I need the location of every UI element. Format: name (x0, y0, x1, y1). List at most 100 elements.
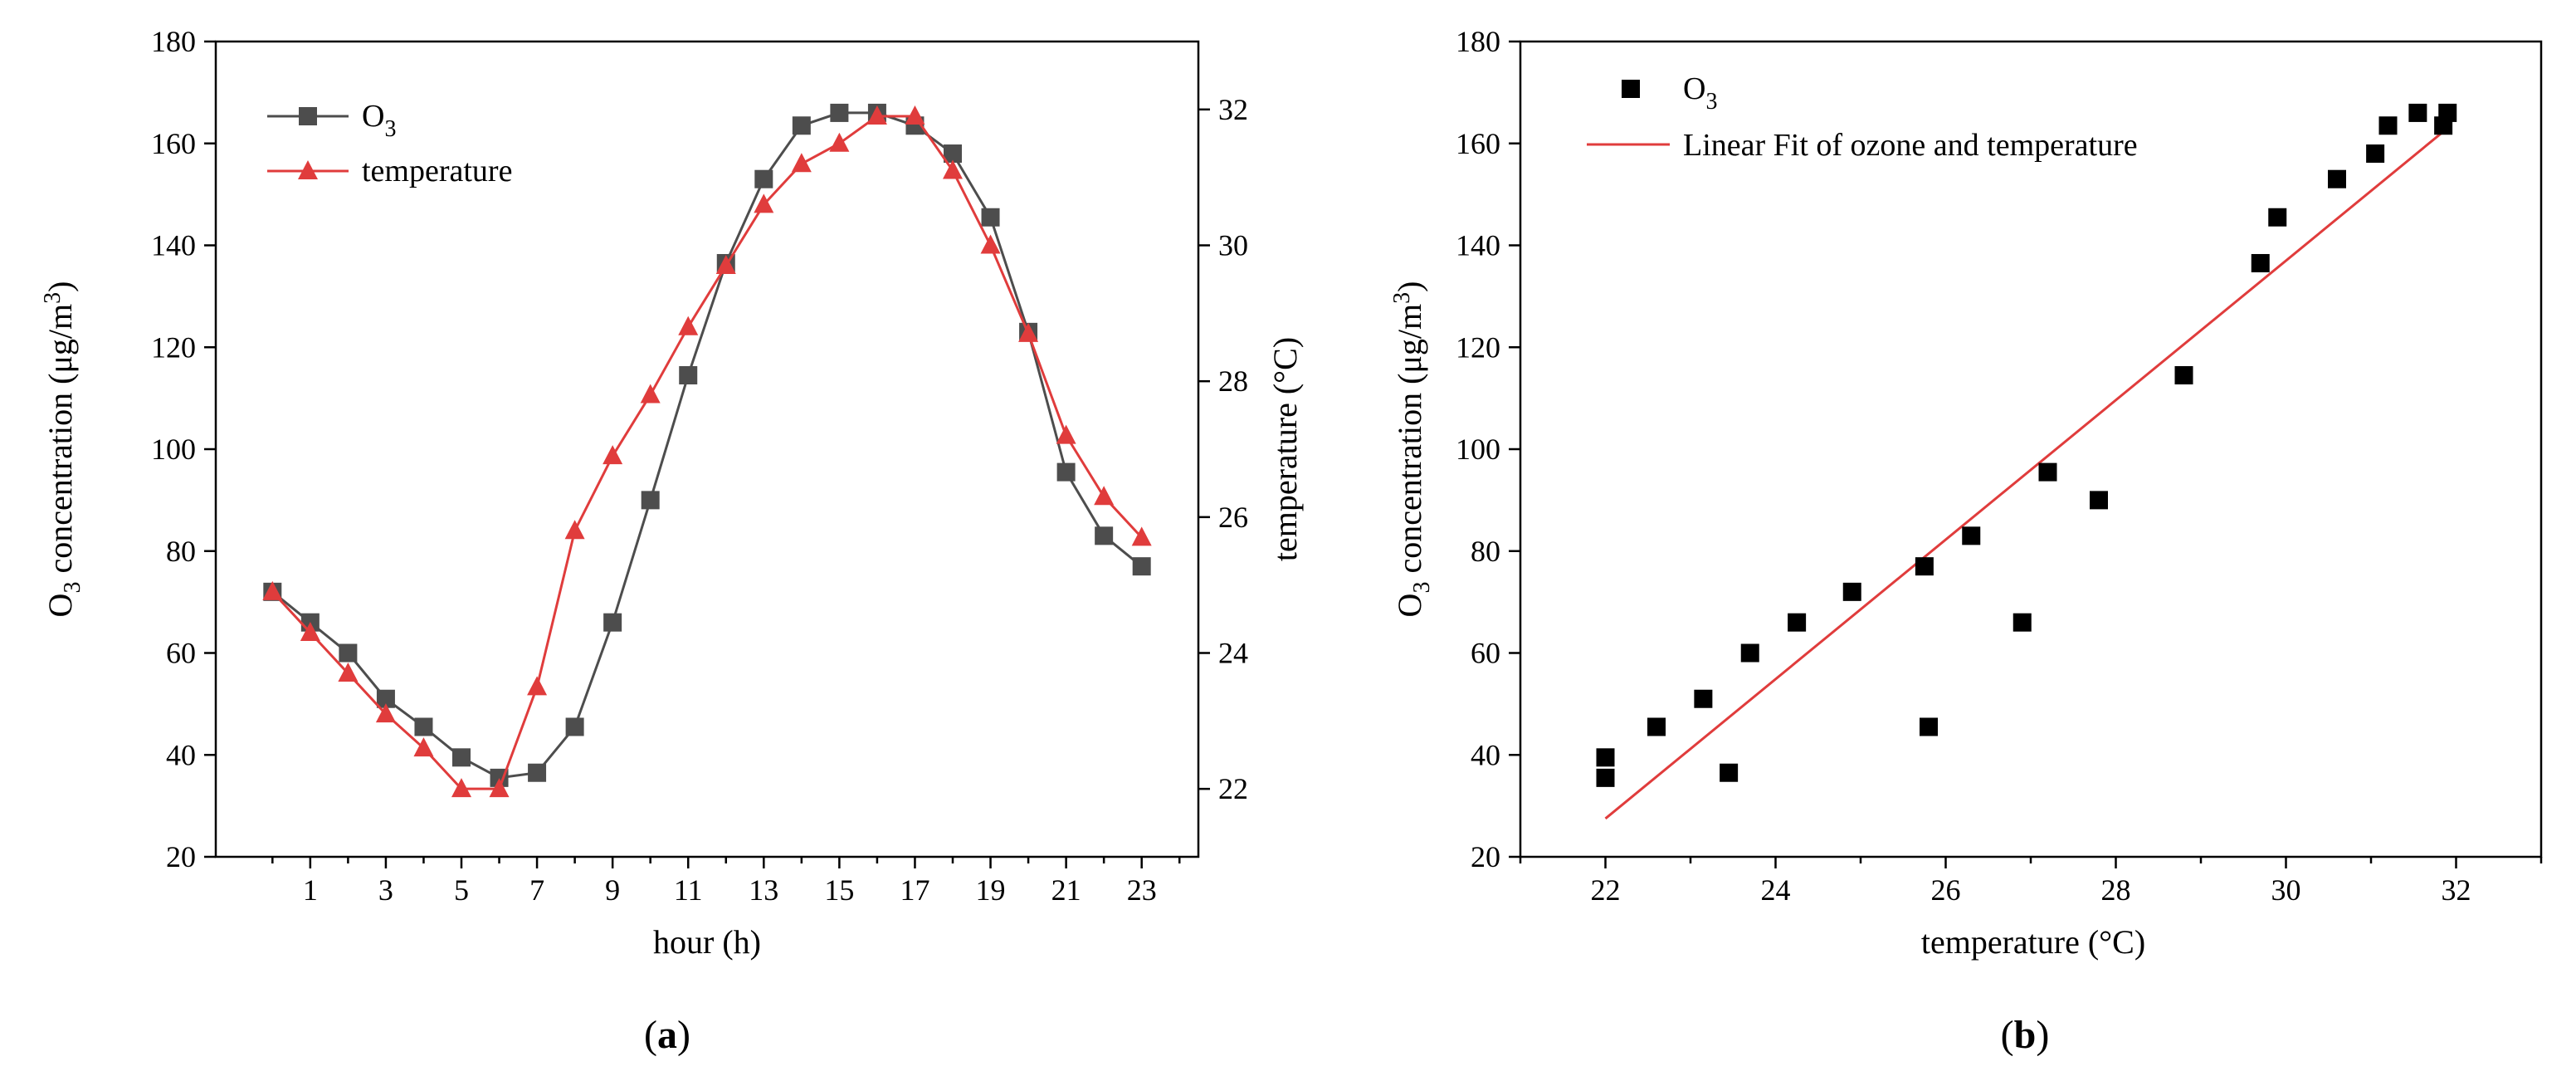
temperature-point (715, 255, 736, 275)
o3-point (792, 116, 811, 135)
y-tick-label: 140 (151, 229, 196, 262)
legend-temperature-label: temperature (362, 154, 512, 188)
x-tick-label: 1 (303, 873, 318, 907)
temperature-point (791, 153, 812, 173)
legend-b-o3-label-base: O (1683, 71, 1705, 106)
legend-o3-marker (299, 107, 317, 125)
temperature-point (829, 132, 850, 152)
y-tick-label: 160 (151, 127, 196, 160)
y-tick-label: 20 (166, 840, 196, 873)
temperature-point (413, 737, 434, 757)
y-tick-label: 120 (1456, 330, 1500, 364)
scatter-point (1788, 613, 1807, 632)
legend-b-o3-label: O3 (1683, 71, 1717, 115)
scatter-point (1962, 526, 1981, 545)
y-tick-label: 100 (1456, 433, 1500, 466)
scatter-point (1720, 763, 1739, 782)
y-label-sub: 3 (1409, 582, 1435, 594)
scatter-point (2174, 366, 2193, 385)
x-tick-label: 22 (1591, 873, 1621, 907)
scatter-point (2038, 462, 2057, 482)
o3-point (603, 613, 622, 632)
panel-b-x-axis-label: temperature (°C) (1921, 923, 2145, 961)
x-tick-label: 21 (1051, 873, 1081, 907)
o3-point (414, 717, 433, 736)
y-tick-label: 80 (166, 535, 196, 568)
x-tick-label: 11 (674, 873, 703, 907)
legend-b-fit-label: Linear Fit of ozone and temperature (1683, 128, 2138, 163)
o3-point (679, 366, 698, 385)
panel-a-legend: O3 temperature (267, 99, 512, 188)
panel-a-y2-axis-label: temperature (°C) (1266, 337, 1304, 561)
scatter-point (2366, 144, 2385, 164)
y-tick-label: 160 (1456, 127, 1500, 160)
scatter-point (1694, 689, 1713, 708)
y-label-sub: 3 (60, 582, 85, 594)
y-label-sup: 3 (40, 292, 66, 304)
x-tick-label: 15 (824, 873, 854, 907)
y-tick-label: 140 (1456, 229, 1500, 262)
temperature-point (375, 703, 396, 723)
x-tick-label: 32 (2442, 873, 2471, 907)
scatter-point (2013, 613, 2032, 632)
o3-point (376, 689, 395, 708)
x-tick-label: 9 (605, 873, 620, 907)
scatter-point (1920, 717, 1938, 736)
temperature-point (564, 520, 585, 540)
o3-point (339, 643, 358, 663)
temperature-point (905, 105, 925, 125)
o3-point (1132, 557, 1151, 576)
o3-point (565, 717, 584, 736)
y-label-sup: 3 (1389, 292, 1415, 304)
y-label-prefix: O (41, 594, 79, 618)
y2-tick-label: 24 (1218, 637, 1248, 670)
panel-a-letter: a (657, 1013, 677, 1057)
x-tick-label: 19 (976, 873, 1006, 907)
o3-point (754, 169, 773, 188)
scatter-point (1740, 643, 1759, 663)
panel-a-series (262, 103, 1152, 798)
panel-a-chart: 1 3 5 7 9 11 13 15 17 19 21 23 20406080100120140160… (40, 25, 1304, 1057)
x-tick-label: 13 (749, 873, 778, 907)
panel-b-legend: O3 Linear Fit of ozone and temperature (1587, 71, 2138, 163)
x-tick-label: 30 (2271, 873, 2301, 907)
y-tick-label: 180 (1456, 25, 1500, 58)
panel-b-plot-frame (1519, 40, 2543, 858)
y-label-prefix: O (1391, 594, 1428, 618)
temperature-point (1094, 486, 1115, 506)
y2-tick-label: 28 (1218, 364, 1248, 398)
y-tick-label: 120 (151, 330, 196, 364)
x-tick-label: 3 (378, 873, 393, 907)
y-tick-label: 80 (1471, 535, 1500, 568)
x-tick-label: 23 (1127, 873, 1157, 907)
legend-b-o3-label-sub: 3 (1705, 89, 1717, 115)
scatter-point (2268, 208, 2287, 227)
o3-point (452, 748, 471, 767)
temperature-point (300, 621, 320, 641)
legend-o3-label-sub: 3 (384, 116, 396, 142)
scatter-point (1842, 582, 1861, 601)
o3-series-line (271, 111, 1143, 780)
temperature-point (1131, 526, 1152, 546)
o3-point (528, 763, 547, 782)
o3-point (641, 491, 660, 510)
scatter-point (2438, 103, 2457, 122)
y-label-suffix: ) (41, 281, 79, 292)
panel-a-y-axis-label: O3 concentration (μg/m3) (40, 281, 85, 618)
temperature-point (980, 234, 1001, 254)
legend-temperature-marker (298, 160, 318, 179)
temperature-point (1018, 322, 1039, 342)
temperature-series-line (271, 115, 1143, 790)
temperature-point (640, 384, 661, 404)
legend-o3-label: O3 (362, 99, 396, 142)
y-label-suffix: ) (1391, 281, 1428, 292)
temperature-point (678, 315, 699, 335)
temperature-point (866, 105, 887, 125)
temperature-point (943, 159, 963, 179)
legend-b-o3-marker (1622, 80, 1640, 98)
x-tick-label: 7 (529, 873, 544, 907)
y-tick-label: 100 (151, 433, 196, 466)
y-tick-label: 60 (166, 637, 196, 670)
y-tick-label: 20 (1471, 840, 1500, 873)
o3-point (944, 144, 962, 164)
